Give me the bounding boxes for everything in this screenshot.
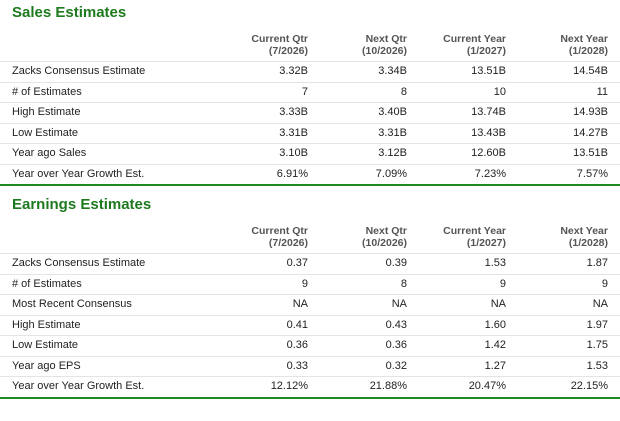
cell-value: 10 [493,85,506,98]
cell-value: 0.43 [385,318,407,331]
column-header: Next Year (1/2028) [560,225,608,249]
table-row: Year ago EPS 0.33 0.32 1.27 1.53 [0,355,620,377]
cell-value: 3.33B [279,106,308,118]
table-row: Year ago Sales 3.10B 3.12B 12.60B 13.51B [0,143,620,164]
table-row: # of Estimates 7 8 10 11 [0,81,620,103]
cell-value: 9 [499,277,506,290]
table-row: Zacks Consensus Estimate 3.32B 3.34B 13.… [0,61,620,82]
cell-value: 13.43B [471,126,506,139]
cell-value: 3.12B [378,147,407,159]
section-divider [0,396,620,399]
table-row: Year over Year Growth Est. 12.12% 21.88%… [0,376,620,397]
column-header: Next Qtr (10/2026) [362,225,407,249]
sales-estimates-section: Sales Estimates Current Qtr (7/2026) Next… [0,0,620,186]
cell-value: 3.40B [378,106,407,118]
cell-value: 0.36 [286,339,308,351]
cell-value: 9 [301,277,308,290]
cell-value: 0.33 [286,359,308,372]
row-label: High Estimate [12,318,81,331]
table-row: Low Estimate 0.36 0.36 1.42 1.75 [0,335,620,356]
cell-value: 13.74B [471,106,506,118]
row-label: Year ago Sales [12,147,87,159]
table-row: High Estimate 0.41 0.43 1.60 1.97 [0,314,620,336]
earnings-estimates-title: Earnings Estimates [12,196,152,213]
column-header: Current Qtr (7/2026) [251,33,308,57]
cell-value: NA [592,298,608,310]
row-label: Year ago EPS [12,359,81,372]
row-label: Low Estimate [12,126,79,139]
row-label: Year over Year Growth Est. [12,167,145,180]
table-row: High Estimate 3.33B 3.40B 13.74B 14.93B [0,102,620,123]
row-label: High Estimate [12,106,81,118]
earnings-estimates-section: Earnings Estimates Current Qtr (7/2026) N… [0,192,620,399]
cell-value: NA [391,298,407,310]
cell-value: 14.27B [573,126,608,139]
cell-value: 3.10B [279,147,308,159]
cell-value: 1.27 [484,359,506,372]
cell-value: NA [490,298,506,310]
column-header: Current Qtr (7/2026) [251,225,308,249]
cell-value: 1.42 [484,339,506,351]
row-label: Zacks Consensus Estimate [12,257,146,269]
cell-value: 7.09% [375,167,407,180]
row-label: # of Estimates [12,85,82,98]
cell-value: NA [292,298,308,310]
cell-value: 21.88% [369,380,407,392]
cell-value: 8 [400,277,407,290]
table-row: Year over Year Growth Est. 6.91% 7.09% 7… [0,163,620,185]
cell-value: 1.97 [586,318,608,331]
row-label: Most Recent Consensus [12,298,132,310]
column-header: Next Qtr (10/2026) [362,33,407,57]
row-label: Low Estimate [12,339,79,351]
cell-value: 9 [601,277,608,290]
sales-header-row: Current Qtr (7/2026) Next Qtr (10/2026) Cu… [0,25,620,61]
table-row: # of Estimates 9 8 9 9 [0,273,620,295]
cell-value: 0.41 [286,318,308,331]
row-label: Year over Year Growth Est. [12,380,145,392]
column-header: Current Year (1/2027) [443,225,506,249]
cell-value: 22.15% [570,380,608,392]
cell-value: 14.54B [573,65,608,77]
cell-value: 0.39 [385,257,407,269]
row-label: Zacks Consensus Estimate [12,65,146,77]
cell-value: 1.75 [586,339,608,351]
table-row: Zacks Consensus Estimate 0.37 0.39 1.53 … [0,253,620,274]
cell-value: 7 [301,85,308,98]
cell-value: 1.53 [484,257,506,269]
column-header: Next Year (1/2028) [560,33,608,57]
section-divider [0,184,620,186]
cell-value: 8 [400,85,407,98]
table-row: Most Recent Consensus NA NA NA NA [0,294,620,315]
cell-value: 1.60 [484,318,506,331]
sales-estimates-title: Sales Estimates [12,4,127,21]
column-header: Current Year (1/2027) [443,33,506,57]
earnings-header-row: Current Qtr (7/2026) Next Qtr (10/2026) Cu… [0,217,620,253]
cell-value: 6.91% [276,167,308,180]
cell-value: 12.60B [471,147,506,159]
cell-value: 3.34B [378,65,407,77]
cell-value: 12.12% [270,380,308,392]
cell-value: 13.51B [471,65,506,77]
cell-value: 0.32 [385,359,407,372]
cell-value: 11 [596,85,608,98]
table-row: Low Estimate 3.31B 3.31B 13.43B 14.27B [0,122,620,144]
cell-value: 1.87 [586,257,608,269]
cell-value: 7.57% [576,167,608,180]
cell-value: 0.37 [286,257,308,269]
cell-value: 14.93B [573,106,608,118]
cell-value: 3.31B [378,126,407,139]
cell-value: 20.47% [468,380,506,392]
cell-value: 7.23% [474,167,506,180]
cell-value: 0.36 [385,339,407,351]
cell-value: 3.31B [279,126,308,139]
cell-value: 13.51B [573,147,608,159]
row-label: # of Estimates [12,277,82,290]
cell-value: 1.53 [586,359,608,372]
cell-value: 3.32B [279,65,308,77]
